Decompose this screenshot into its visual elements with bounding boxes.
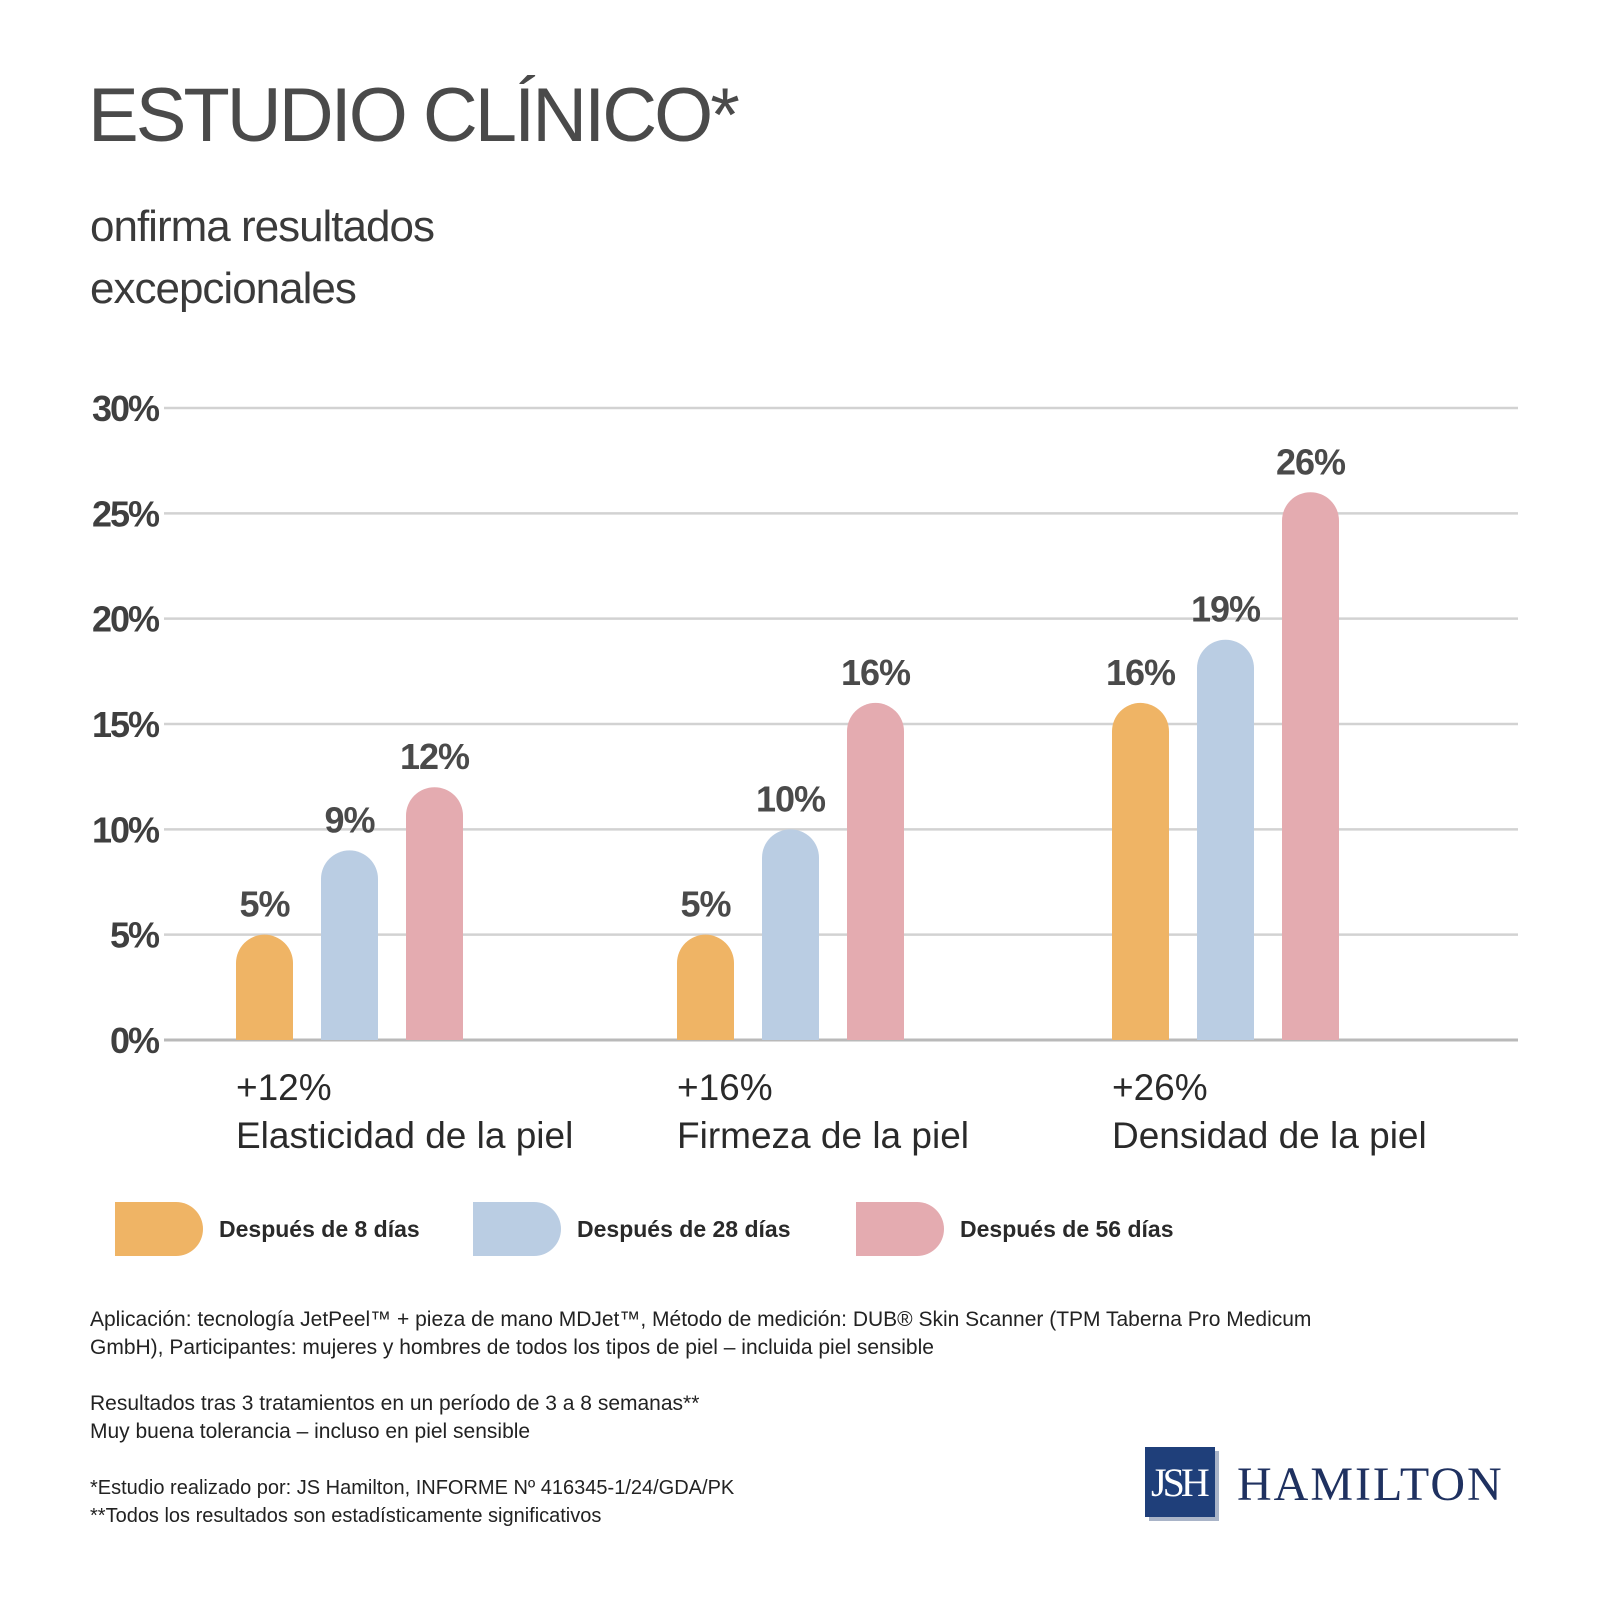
- bar: [1112, 702, 1169, 1040]
- y-tick-label: 5%: [110, 915, 160, 956]
- application-line-2: GmbH), Participantes: mujeres y hombres …: [90, 1336, 934, 1359]
- bar-value-label: 26%: [1276, 441, 1346, 482]
- logo-mark-icon: JSH: [1145, 1447, 1215, 1517]
- bar: [236, 934, 293, 1040]
- bar-value-label: 16%: [841, 652, 911, 693]
- category-label: Elasticidad de la piel: [236, 1115, 573, 1156]
- bar: [406, 787, 463, 1040]
- legend-swatch-8-days: [115, 1202, 203, 1256]
- y-tick-label: 30%: [92, 388, 160, 429]
- bar-value-label: 5%: [239, 884, 290, 925]
- y-tick-label: 15%: [92, 704, 160, 745]
- footnotes: *Estudio realizado por: JS Hamilton, INF…: [90, 1474, 734, 1530]
- results-line-1: Resultados tras 3 tratamientos en un per…: [90, 1392, 700, 1415]
- hamilton-logo: JSH HAMILTON: [1145, 1447, 1525, 1519]
- category-total-label: +26%: [1112, 1067, 1208, 1108]
- bar-value-label: 9%: [324, 799, 375, 840]
- category-total-label: +16%: [677, 1067, 773, 1108]
- bar: [847, 702, 904, 1040]
- page-title: ESTUDIO CLÍNICO*: [88, 73, 740, 158]
- logo-wordmark: HAMILTON: [1237, 1458, 1504, 1511]
- category-total-label: +12%: [236, 1067, 332, 1108]
- bar: [762, 829, 819, 1040]
- application-line-1: Aplicación: tecnología JetPeel™ + pieza …: [90, 1308, 1312, 1331]
- y-tick-label: 25%: [92, 493, 160, 534]
- bar-value-label: 10%: [756, 778, 826, 819]
- bar-value-label: 19%: [1191, 589, 1261, 630]
- y-tick-label: 10%: [92, 809, 160, 850]
- y-tick-label: 20%: [92, 599, 160, 640]
- bar-value-label: 16%: [1106, 652, 1176, 693]
- footnote-significance: **Todos los resultados son estadísticame…: [90, 1505, 602, 1527]
- page-subtitle: onfirma resultados excepcionales: [90, 196, 435, 320]
- results-note: Resultados tras 3 tratamientos en un per…: [90, 1390, 699, 1446]
- results-line-2: Muy buena tolerancia – incluso en piel s…: [90, 1420, 531, 1443]
- bar-chart: 0% 5% 10% 15% 20% 25% 30% 5% 9% 12% +12% Elasticida…: [92, 388, 1518, 1156]
- bar-value-label: 12%: [400, 736, 470, 777]
- application-note: Aplicación: tecnología JetPeel™ + pieza …: [90, 1306, 1311, 1362]
- category-label: Firmeza de la piel: [677, 1115, 969, 1156]
- legend-label-28-days: Después de 28 días: [577, 1216, 791, 1242]
- bar: [321, 850, 378, 1040]
- legend-label-56-days: Después de 56 días: [960, 1216, 1174, 1242]
- bar: [1197, 639, 1254, 1040]
- subtitle-line-2: excepcionales: [90, 264, 357, 313]
- y-tick-label: 0%: [110, 1020, 160, 1061]
- category-label: Densidad de la piel: [1112, 1115, 1427, 1156]
- bar-value-label: 5%: [680, 884, 731, 925]
- legend-swatch-56-days: [856, 1202, 944, 1256]
- bar: [1282, 492, 1339, 1040]
- footnote-study: *Estudio realizado por: JS Hamilton, INF…: [90, 1477, 735, 1499]
- bar: [677, 934, 734, 1040]
- legend-swatch-28-days: [473, 1202, 561, 1256]
- legend-label-8-days: Después de 8 días: [219, 1216, 420, 1242]
- subtitle-line-1: onfirma resultados: [90, 202, 435, 251]
- logo-mark-text: JSH: [1151, 1460, 1210, 1505]
